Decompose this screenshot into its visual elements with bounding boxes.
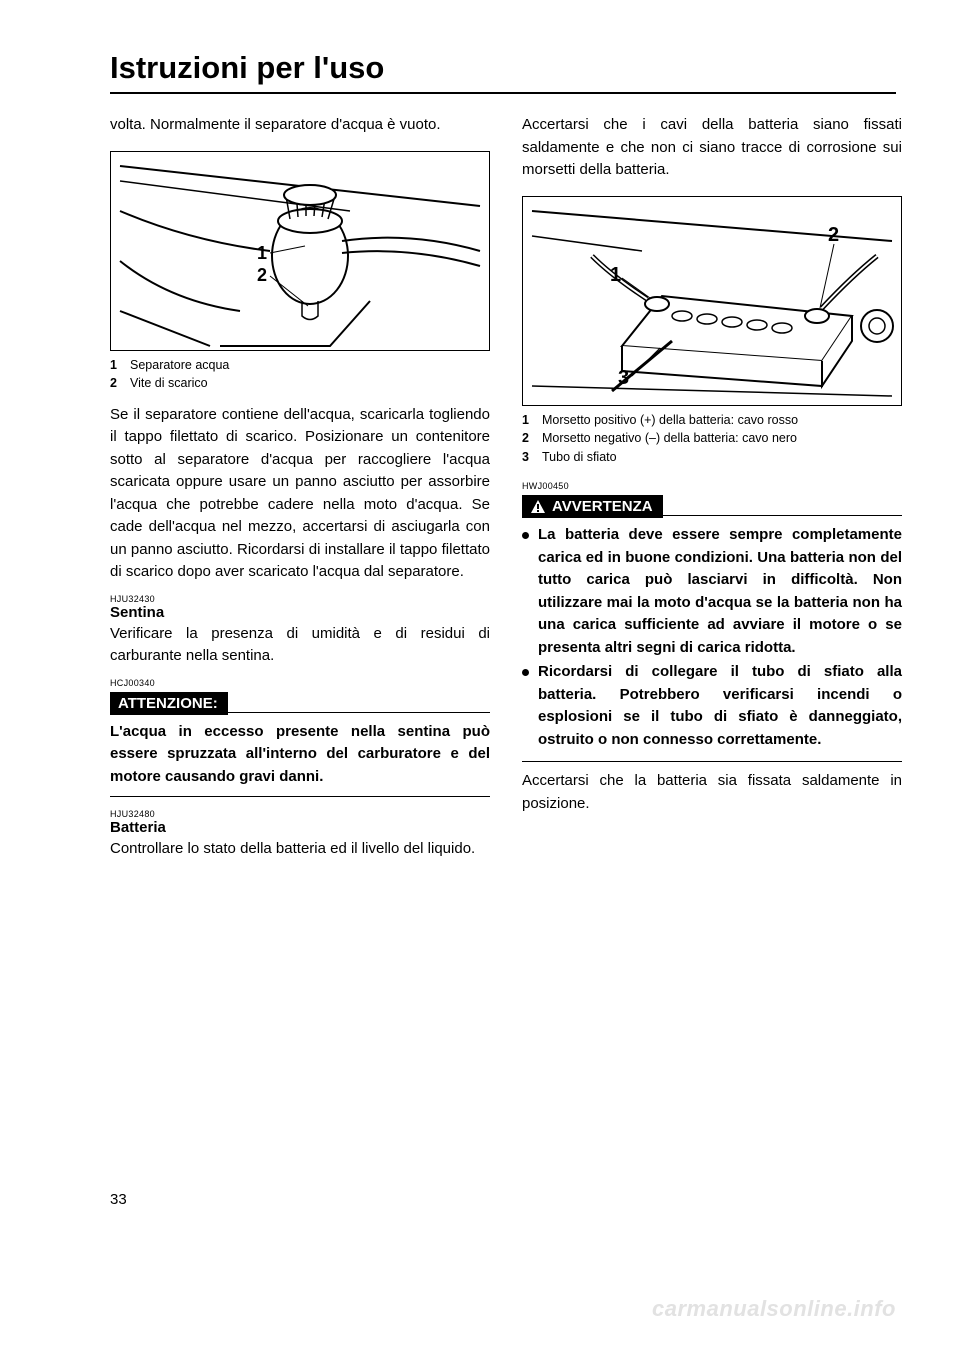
right-column: Accertarsi che i cavi della batteria sia…: [522, 114, 902, 867]
warning-bullets: La batteria deve essere sempre completam…: [522, 524, 902, 753]
refcode: HJU32480: [110, 809, 490, 819]
figure-water-separator: 1 2: [110, 151, 490, 351]
fig1-captions: 1 Separatore acqua 2 Vite di scarico: [110, 357, 490, 394]
fig2-callout-1: 1: [610, 264, 621, 286]
page-number: 33: [110, 1191, 127, 1208]
refcode: HWJ00450: [522, 481, 902, 491]
caption-num: 1: [522, 412, 534, 430]
notice-rule: [228, 712, 490, 713]
notice-attenzione: ATTENZIONE:: [110, 692, 490, 715]
two-column-layout: volta. Normalmente il separatore d'acqua…: [110, 114, 896, 867]
caption-text: Vite di scarico: [130, 375, 490, 393]
caption-text: Tubo di sfiato: [542, 449, 902, 467]
refcode: HCJ00340: [110, 678, 490, 688]
fig1-callout-1: 1: [257, 243, 267, 263]
fig2-callout-2: 2: [828, 224, 839, 246]
left-intro: volta. Normalmente il separatore d'acqua…: [110, 114, 490, 137]
left-column: volta. Normalmente il separatore d'acqua…: [110, 114, 490, 867]
attenzione-text: L'acqua in eccesso presente nella sentin…: [110, 721, 490, 789]
refcode: HJU32430: [110, 594, 490, 604]
caption-num: 3: [522, 449, 534, 467]
caption-text: Morsetto negativo (–) della batteria: ca…: [542, 430, 902, 448]
caption-num: 2: [110, 375, 122, 393]
left-para-batteria: Controllare lo stato della batteria ed i…: [110, 838, 490, 861]
section-rule: [522, 761, 902, 762]
left-para-separator: Se il separatore contiene dell'acqua, sc…: [110, 404, 490, 584]
right-para-end: Accertarsi che la batteria sia fissata s…: [522, 770, 902, 815]
subhead-sentina: Sentina: [110, 604, 490, 621]
caption-num: 2: [522, 430, 534, 448]
subhead-batteria: Batteria: [110, 819, 490, 836]
notice-label: ATTENZIONE:: [110, 692, 228, 715]
right-intro: Accertarsi che i cavi della batteria sia…: [522, 114, 902, 182]
caption-text: Morsetto positivo (+) della batteria: ca…: [542, 412, 902, 430]
caption-num: 1: [110, 357, 122, 375]
figure-battery: 1 2 3: [522, 196, 902, 406]
fig2-callout-3: 3: [618, 367, 629, 389]
watermark: carmanualsonline.info: [652, 1296, 896, 1322]
warning-icon: [530, 499, 546, 515]
caption-text: Separatore acqua: [130, 357, 490, 375]
fig1-callout-2: 2: [257, 265, 267, 285]
notice-label-text: AVVERTENZA: [552, 498, 653, 515]
title-rule: [110, 92, 896, 94]
left-para-sentina: Verificare la presenza di umidità e di r…: [110, 623, 490, 668]
notice-label: AVVERTENZA: [522, 495, 663, 518]
notice-rule: [663, 515, 902, 516]
warning-bullet: Ricordarsi di collegare il tubo di sfiat…: [522, 661, 902, 751]
section-rule: [110, 796, 490, 797]
fig2-captions: 1 Morsetto positivo (+) della batteria: c…: [522, 412, 902, 468]
page-title: Istruzioni per l'uso: [110, 50, 896, 86]
notice-avvertenza: AVVERTENZA: [522, 495, 902, 518]
warning-bullet: La batteria deve essere sempre completam…: [522, 524, 902, 659]
